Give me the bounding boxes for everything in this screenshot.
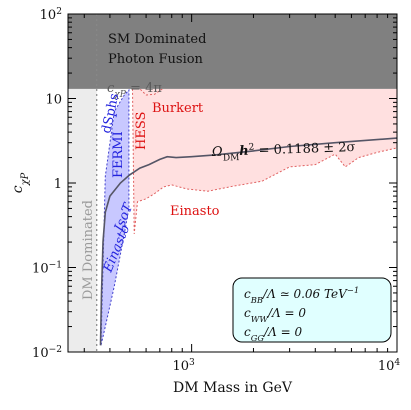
- fermi-label: FERMI: [111, 131, 126, 178]
- photon-fusion-label: Photon Fusion: [108, 52, 204, 67]
- hess-einasto-curve: [132, 88, 397, 234]
- unitarity-label: cχP = 4π: [107, 81, 162, 100]
- y-tick-label: 10: [45, 93, 62, 108]
- y-tick-label: 10−1: [32, 261, 62, 277]
- burkert-label: Burkert: [152, 101, 204, 116]
- dm-dominated-label: DM Dominated: [81, 200, 96, 300]
- y-tick-label: 102: [40, 7, 62, 23]
- x-axis-label: DM Mass in GeV: [173, 380, 293, 396]
- plot-area: [68, 14, 397, 352]
- einasto-hess-label: Einasto: [170, 204, 220, 219]
- x-tick-label: 104: [378, 358, 401, 374]
- y-axis-label: cχP: [10, 172, 31, 193]
- hess-region: [132, 88, 397, 234]
- parameter-cgg: cGG/Λ = 0: [244, 325, 303, 343]
- parameter-cww: cWW/Λ = 0: [244, 306, 306, 324]
- y-tick-label: 10−2: [32, 345, 62, 361]
- y-tick-label: 1: [54, 177, 62, 192]
- relic-density-label: ΩDMh2 = 0.1188 ± 2σ: [211, 139, 356, 164]
- x-tick-label: 103: [172, 358, 195, 374]
- sm-dominated-label: SM Dominated: [108, 32, 206, 47]
- relic-density-curve: [99, 137, 397, 346]
- hess-label: HESS: [134, 112, 149, 150]
- hess-burkert-curve: [132, 88, 163, 96]
- fermi-region: [100, 88, 130, 346]
- parameter-cbb: cBB/Λ ≃ 0.06 TeV−1: [244, 285, 359, 305]
- sm-dominated-region: [68, 14, 397, 89]
- parameter-box: [232, 277, 392, 343]
